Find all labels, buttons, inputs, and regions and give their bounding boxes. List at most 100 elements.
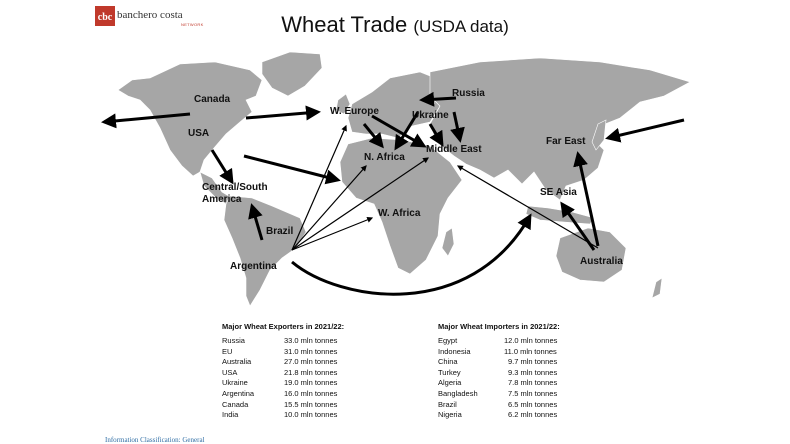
flow-canada-west bbox=[101, 112, 191, 129]
label-ukraine: Ukraine bbox=[412, 110, 449, 121]
country: USA bbox=[222, 367, 238, 377]
label-far-east: Far East bbox=[546, 136, 586, 147]
country: Brazil bbox=[438, 399, 457, 409]
country: China bbox=[438, 357, 458, 367]
volume: 19.0 mln tonnes bbox=[284, 378, 338, 388]
volume: 15.5 mln tonnes bbox=[284, 399, 338, 409]
landmass-new-zealand bbox=[651, 277, 663, 299]
title-main: Wheat Trade bbox=[281, 12, 408, 37]
country: Indonesia bbox=[438, 346, 471, 356]
flow-brazil-centralsouthamerica bbox=[248, 203, 264, 241]
importers-title: Major Wheat Importers in 2021/22: bbox=[438, 322, 560, 331]
table-row: Indonesia 11.0 mln tonnes bbox=[438, 347, 618, 358]
country: Bangladesh bbox=[438, 388, 478, 398]
flow-russia-label bbox=[419, 91, 457, 107]
landmass-russia-asia bbox=[429, 57, 691, 201]
table-row: Bangladesh 7.5 mln tonnes bbox=[438, 389, 618, 400]
exporters-table: Major Wheat Exporters in 2021/22: Russia… bbox=[222, 322, 402, 421]
landmass-europe bbox=[347, 71, 441, 139]
flow-weurope-nafrica bbox=[362, 123, 384, 149]
country: Nigeria bbox=[438, 410, 462, 420]
importers-table: Major Wheat Importers in 2021/22: Egypt 1… bbox=[438, 322, 618, 421]
country: India bbox=[222, 410, 239, 420]
table-row: Egypt 12.0 mln tonnes bbox=[438, 336, 618, 347]
flow-ukraine-middleeast bbox=[428, 123, 444, 147]
label-australia: Australia bbox=[580, 256, 623, 267]
label-canada: Canada bbox=[194, 94, 231, 105]
table-row: Canada 15.5 mln tonnes bbox=[222, 400, 402, 411]
volume: 33.0 mln tonnes bbox=[284, 336, 338, 345]
label-brazil: Brazil bbox=[266, 226, 294, 237]
label-se-asia: SE Asia bbox=[540, 187, 577, 198]
label-russia: Russia bbox=[452, 88, 485, 99]
landmass-japan bbox=[591, 119, 607, 151]
table-row: Ukraine 19.0 mln tonnes bbox=[222, 378, 402, 389]
company-logo: cbc banchero costa NETWORK bbox=[95, 6, 215, 32]
table-row: Russia 33.0 mln tonnes bbox=[222, 336, 402, 347]
world-map bbox=[101, 51, 691, 307]
volume: 16.0 mln tonnes bbox=[284, 388, 338, 398]
landmass-uk bbox=[335, 93, 351, 115]
volume: 27.0 mln tonnes bbox=[284, 357, 338, 367]
flow-argentina-middleeast bbox=[291, 157, 429, 251]
label-central-south-america: Central/South America bbox=[202, 182, 268, 205]
table-row: Argentina 16.0 mln tonnes bbox=[222, 389, 402, 400]
table-row: Brazil 6.5 mln tonnes bbox=[438, 400, 618, 411]
landmass-indonesia bbox=[525, 205, 595, 225]
volume: 7.8 mln tonnes bbox=[508, 378, 558, 388]
logo-name: banchero costa bbox=[117, 9, 183, 21]
table-row: Algeria 7.8 mln tonnes bbox=[438, 378, 618, 389]
landmass bbox=[117, 51, 691, 307]
table-row: USA 21.8 mln tonnes bbox=[222, 368, 402, 379]
flow-east-fareast bbox=[605, 118, 685, 143]
volume: 9.7 mln tonnes bbox=[508, 357, 558, 367]
page-title: Wheat Trade (USDA data) bbox=[0, 12, 790, 38]
country: Canada bbox=[222, 399, 249, 409]
country: Egypt bbox=[438, 336, 458, 345]
volume: 6.2 mln tonnes bbox=[508, 410, 558, 420]
flow-argentina-nafrica bbox=[291, 165, 367, 251]
label-usa: USA bbox=[188, 128, 210, 139]
flow-australia-middleeast bbox=[456, 165, 599, 249]
volume: 11.0 mln tonnes bbox=[504, 346, 557, 356]
table-row: Australia 27.0 mln tonnes bbox=[222, 357, 402, 368]
landmass-madagascar bbox=[441, 227, 455, 257]
table-row: Nigeria 6.2 mln tonnes bbox=[438, 410, 618, 421]
flow-russia-nafrica bbox=[394, 111, 420, 151]
flow-canada-weurope bbox=[245, 105, 321, 121]
volume: 7.5 mln tonnes bbox=[508, 388, 558, 398]
label-middle-east: Middle East bbox=[426, 144, 482, 155]
flow-usa-nafrica bbox=[243, 154, 341, 185]
svg-text:cbc: cbc bbox=[98, 12, 113, 23]
flow-australia-fareast bbox=[573, 151, 600, 247]
landmass-south-america bbox=[223, 195, 307, 307]
volume: 31.0 mln tonnes bbox=[284, 346, 338, 356]
country: Turkey bbox=[438, 367, 461, 377]
table-row: EU 31.0 mln tonnes bbox=[222, 347, 402, 358]
flow-argentina-wafrica bbox=[291, 216, 374, 251]
label-w-africa: W. Africa bbox=[378, 208, 421, 219]
volume: 21.8 mln tonnes bbox=[284, 367, 338, 377]
volume: 6.5 mln tonnes bbox=[508, 399, 558, 409]
volume: 10.0 mln tonnes bbox=[284, 410, 338, 420]
table-row: India 10.0 mln tonnes bbox=[222, 410, 402, 421]
landmass-north-america bbox=[117, 61, 263, 177]
flow-usa-centralsouthamerica bbox=[210, 149, 234, 185]
landmass-australia bbox=[555, 227, 627, 283]
country: Russia bbox=[222, 336, 245, 345]
label-w-europe: W. Europe bbox=[330, 106, 379, 117]
flow-weurope-middleeast bbox=[371, 114, 427, 148]
label-n-africa: N. Africa bbox=[364, 152, 405, 163]
landmass-greenland bbox=[261, 51, 323, 97]
country: Australia bbox=[222, 357, 252, 367]
logo-subtitle: NETWORK bbox=[181, 22, 204, 27]
flow-argentina-weurope bbox=[291, 124, 347, 251]
table-row: China 9.7 mln tonnes bbox=[438, 357, 618, 368]
flow-russia-middleeast bbox=[450, 111, 465, 143]
title-source: (USDA data) bbox=[413, 17, 509, 36]
trade-flows bbox=[101, 91, 685, 296]
country: Algeria bbox=[438, 378, 462, 388]
exporters-title: Major Wheat Exporters in 2021/22: bbox=[222, 322, 345, 331]
classification-footer: Information Classification: General bbox=[105, 436, 205, 444]
volume: 12.0 mln tonnes bbox=[504, 336, 558, 345]
